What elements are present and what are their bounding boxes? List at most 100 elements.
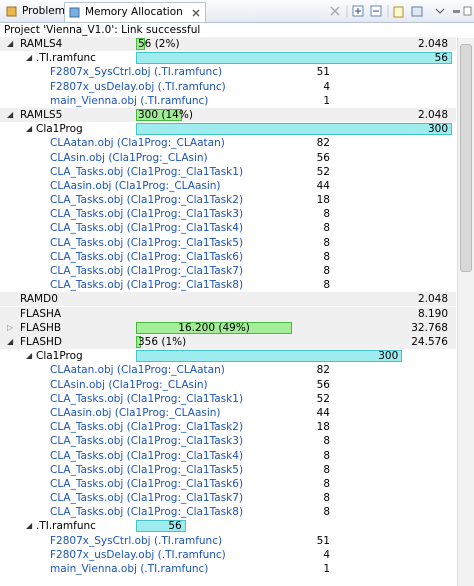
- section-name: .TI.ramfunc: [36, 520, 96, 533]
- memory-allocation-tab[interactable]: Memory Allocation: [64, 2, 206, 22]
- tree-row[interactable]: CLA_Tasks.obj (Cla1Prog:_Cla1Task2) 18: [0, 420, 456, 434]
- object-size: 82: [316, 364, 330, 377]
- object-size: 82: [316, 137, 330, 150]
- object-link[interactable]: CLA_Tasks.obj (Cla1Prog:_Cla1Task2): [50, 421, 244, 434]
- tree-row[interactable]: CLA_Tasks.obj (Cla1Prog:_Cla1Task1) 52: [0, 165, 456, 179]
- object-link[interactable]: CLA_Tasks.obj (Cla1Prog:_Cla1Task5): [50, 236, 244, 249]
- object-link[interactable]: CLA_Tasks.obj (Cla1Prog:_Cla1Task4): [50, 449, 244, 462]
- tree-row[interactable]: ◢ RAMLS5 300 (14%) 2.048: [0, 107, 456, 122]
- minimize-icon[interactable]: [453, 10, 460, 13]
- tree-row[interactable]: F2807x_usDelay.obj (.TI.ramfunc) 4: [0, 548, 456, 562]
- tree-row[interactable]: CLA_Tasks.obj (Cla1Prog:_Cla1Task1) 52: [0, 392, 456, 406]
- tree-row[interactable]: CLA_Tasks.obj (Cla1Prog:_Cla1Task8) 8: [0, 505, 456, 519]
- object-link[interactable]: CLAsin.obj (Cla1Prog:_CLAsin): [50, 378, 208, 391]
- close-button[interactable]: [192, 9, 200, 17]
- tree-row[interactable]: ◢ .TI.ramfunc 56: [0, 519, 456, 533]
- tree-row[interactable]: F2807x_SysCtrl.obj (.TI.ramfunc) 51: [0, 65, 456, 79]
- expanded-arrow[interactable]: ◢: [7, 336, 14, 346]
- tree-row[interactable]: CLA_Tasks.obj (Cla1Prog:_Cla1Task6) 8: [0, 477, 456, 491]
- tree-row[interactable]: F2807x_SysCtrl.obj (.TI.ramfunc) 51: [0, 534, 456, 548]
- object-size: 52: [316, 165, 330, 178]
- object-link[interactable]: CLAasin.obj (Cla1Prog:_CLAasin): [50, 179, 221, 192]
- object-link[interactable]: F2807x_SysCtrl.obj (.TI.ramfunc): [50, 534, 223, 547]
- tree-row[interactable]: CLA_Tasks.obj (Cla1Prog:_Cla1Task5) 8: [0, 236, 456, 250]
- object-link[interactable]: CLA_Tasks.obj (Cla1Prog:_Cla1Task5): [50, 463, 244, 476]
- tree-row[interactable]: CLA_Tasks.obj (Cla1Prog:_Cla1Task3) 8: [0, 207, 456, 221]
- object-link[interactable]: F2807x_SysCtrl.obj (.TI.ramfunc): [50, 66, 223, 79]
- section-name: .TI.ramfunc: [36, 52, 96, 65]
- object-link[interactable]: CLA_Tasks.obj (Cla1Prog:_Cla1Task1): [50, 392, 244, 405]
- tree-row[interactable]: CLA_Tasks.obj (Cla1Prog:_Cla1Task8) 8: [0, 278, 456, 292]
- scroll-thumb[interactable]: [460, 44, 472, 272]
- tree-row[interactable]: CLA_Tasks.obj (Cla1Prog:_Cla1Task5) 8: [0, 463, 456, 477]
- object-link[interactable]: CLA_Tasks.obj (Cla1Prog:_Cla1Task8): [50, 506, 244, 519]
- load-icon[interactable]: [411, 6, 423, 17]
- tree-row[interactable]: CLA_Tasks.obj (Cla1Prog:_Cla1Task4) 8: [0, 449, 456, 463]
- tree-row[interactable]: ◢ FLASHD 356 (1%) 24.576: [0, 334, 456, 349]
- expanded-arrow[interactable]: ◢: [7, 109, 14, 119]
- expanded-arrow[interactable]: ◢: [26, 53, 33, 63]
- tree-row[interactable]: CLA_Tasks.obj (Cla1Prog:_Cla1Task7) 8: [0, 264, 456, 278]
- object-link[interactable]: CLA_Tasks.obj (Cla1Prog:_Cla1Task7): [50, 265, 244, 278]
- expanded-arrow[interactable]: ◢: [26, 351, 33, 361]
- section-name: Cla1Prog: [36, 123, 83, 136]
- tree-row[interactable]: main_Vienna.obj (.TI.ramfunc) 1: [0, 94, 456, 108]
- memory-size: 24.576: [411, 335, 448, 348]
- object-size: 8: [323, 208, 330, 221]
- object-size: 8: [323, 449, 330, 462]
- tree-row[interactable]: main_Vienna.obj (.TI.ramfunc) 1: [0, 562, 456, 576]
- object-link[interactable]: F2807x_usDelay.obj (.TI.ramfunc): [50, 80, 226, 93]
- object-size: 56: [316, 378, 330, 391]
- maximize-icon[interactable]: [463, 6, 472, 16]
- tree-row[interactable]: ▷ FLASHB 16.200 (49%) 32.768: [0, 320, 456, 335]
- object-link[interactable]: CLA_Tasks.obj (Cla1Prog:_Cla1Task7): [50, 492, 244, 505]
- tree-row[interactable]: F2807x_usDelay.obj (.TI.ramfunc) 4: [0, 80, 456, 94]
- usage-label: 16.200 (49%): [178, 321, 250, 334]
- object-size: 8: [323, 222, 330, 235]
- tree-row[interactable]: ◢ RAMLS4 56 (2%) 2.048: [0, 37, 456, 51]
- tree-row[interactable]: CLAsin.obj (Cla1Prog:_CLAsin) 56: [0, 151, 456, 165]
- tree-row[interactable]: CLAasin.obj (Cla1Prog:_CLAasin) 44: [0, 179, 456, 193]
- expanded-arrow[interactable]: ◢: [26, 124, 33, 134]
- object-link[interactable]: CLA_Tasks.obj (Cla1Prog:_Cla1Task6): [50, 477, 244, 490]
- collapsed-arrow[interactable]: ▷: [7, 322, 14, 332]
- object-link[interactable]: CLA_Tasks.obj (Cla1Prog:_Cla1Task2): [50, 194, 244, 207]
- tree-row[interactable]: CLA_Tasks.obj (Cla1Prog:_Cla1Task6) 8: [0, 250, 456, 264]
- problems-tab[interactable]: Problems: [2, 2, 76, 21]
- tree-row[interactable]: FLASHA 8.190: [0, 306, 456, 321]
- object-link[interactable]: CLA_Tasks.obj (Cla1Prog:_Cla1Task4): [50, 222, 244, 235]
- new-icon[interactable]: [393, 6, 404, 18]
- object-link[interactable]: CLAasin.obj (Cla1Prog:_CLAasin): [50, 406, 221, 419]
- object-link[interactable]: CLAatan.obj (Cla1Prog:_CLAatan): [50, 137, 225, 150]
- object-size: 1: [323, 563, 330, 576]
- object-link[interactable]: CLA_Tasks.obj (Cla1Prog:_Cla1Task6): [50, 250, 244, 263]
- tree-row[interactable]: CLAsin.obj (Cla1Prog:_CLAsin) 56: [0, 378, 456, 392]
- object-link[interactable]: CLA_Tasks.obj (Cla1Prog:_Cla1Task3): [50, 208, 244, 221]
- object-link[interactable]: CLA_Tasks.obj (Cla1Prog:_Cla1Task3): [50, 435, 244, 448]
- object-link[interactable]: main_Vienna.obj (.TI.ramfunc): [50, 94, 209, 107]
- object-link[interactable]: main_Vienna.obj (.TI.ramfunc): [50, 563, 209, 576]
- menu-icon[interactable]: [435, 8, 445, 14]
- tree-row[interactable]: CLAatan.obj (Cla1Prog:_CLAatan) 82: [0, 136, 456, 150]
- tree-row[interactable]: CLA_Tasks.obj (Cla1Prog:_Cla1Task2) 18: [0, 193, 456, 207]
- memory-name: RAMLS5: [20, 108, 63, 121]
- expanded-arrow[interactable]: ◢: [26, 521, 33, 531]
- clear-icon[interactable]: [330, 6, 340, 16]
- object-link[interactable]: CLAatan.obj (Cla1Prog:_CLAatan): [50, 364, 225, 377]
- expanded-arrow[interactable]: ◢: [7, 39, 14, 48]
- tree-row[interactable]: CLA_Tasks.obj (Cla1Prog:_Cla1Task3) 8: [0, 434, 456, 448]
- tree-row[interactable]: CLAasin.obj (Cla1Prog:_CLAasin) 44: [0, 406, 456, 420]
- tree-row[interactable]: CLAatan.obj (Cla1Prog:_CLAatan) 82: [0, 363, 456, 377]
- object-link[interactable]: CLA_Tasks.obj (Cla1Prog:_Cla1Task8): [50, 279, 244, 292]
- memory-name: FLASHD: [20, 335, 62, 348]
- tree-row[interactable]: RAMD0 2.048: [0, 292, 456, 307]
- object-link[interactable]: F2807x_usDelay.obj (.TI.ramfunc): [50, 548, 226, 561]
- tree-row[interactable]: ◢ Cla1Prog 300: [0, 349, 456, 363]
- tree-row[interactable]: ◢ Cla1Prog 300: [0, 122, 456, 136]
- object-link[interactable]: CLAsin.obj (Cla1Prog:_CLAsin): [50, 151, 208, 164]
- object-size: 4: [323, 548, 330, 561]
- tree-row[interactable]: ◢ .TI.ramfunc 56: [0, 51, 456, 65]
- tree-row[interactable]: CLA_Tasks.obj (Cla1Prog:_Cla1Task4) 8: [0, 221, 456, 235]
- object-link[interactable]: CLA_Tasks.obj (Cla1Prog:_Cla1Task1): [50, 165, 244, 178]
- tree-row[interactable]: CLA_Tasks.obj (Cla1Prog:_Cla1Task7) 8: [0, 491, 456, 505]
